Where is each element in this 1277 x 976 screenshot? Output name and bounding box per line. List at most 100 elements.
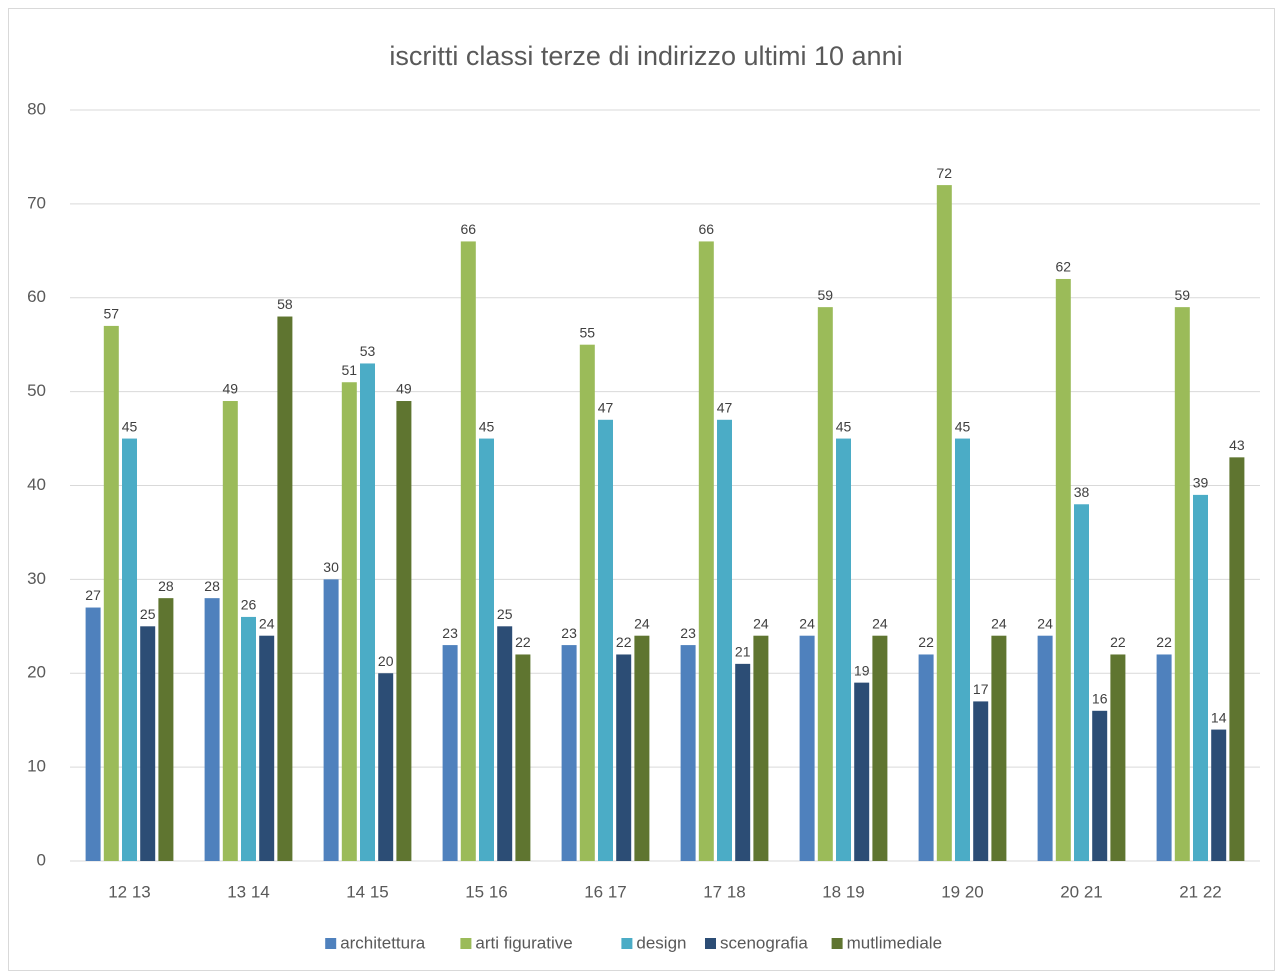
y-tick-label: 30 [27,569,46,588]
bar [442,645,458,861]
bar [634,635,650,861]
data-label: 38 [1074,484,1090,500]
data-label: 45 [955,418,971,434]
data-label: 45 [836,418,852,434]
data-label: 28 [158,578,174,594]
bar [1092,710,1108,861]
legend-label: design [636,933,686,952]
bar [1229,457,1245,861]
data-label: 26 [241,597,257,613]
data-label: 22 [515,634,531,650]
data-label: 39 [1193,475,1209,491]
data-label: 21 [735,644,751,660]
bar [579,344,595,861]
legend-swatch [705,938,716,949]
data-label: 57 [104,306,120,322]
bar [955,438,970,861]
data-label: 24 [872,615,888,631]
x-tick-label: 21 22 [1179,882,1222,901]
bar [515,654,531,861]
bar [222,401,238,861]
data-label: 72 [937,165,953,181]
bar [103,325,119,862]
bar [698,241,714,862]
y-tick-label: 20 [27,663,46,682]
bar [360,363,375,861]
data-label: 19 [854,662,870,678]
bar [1174,307,1190,861]
bar [204,598,220,861]
bar [460,241,476,862]
bar [122,438,137,861]
data-label: 62 [1056,259,1072,275]
bar [479,438,494,861]
bar [991,635,1007,861]
data-label: 55 [580,324,596,340]
x-tick-label: 16 17 [584,882,627,901]
data-label: 45 [479,418,495,434]
bar [241,616,256,861]
data-label: 25 [140,606,156,622]
data-label: 59 [818,287,834,303]
x-tick-label: 13 14 [227,882,270,901]
data-label: 49 [223,381,239,397]
data-label: 24 [1037,615,1053,631]
bar [1055,278,1071,862]
bar [140,626,156,861]
bar [497,626,513,861]
data-label: 23 [442,625,458,641]
bar [936,185,952,862]
bar [378,673,394,861]
bar [561,645,577,861]
bar [836,438,851,861]
y-tick-label: 40 [27,475,46,494]
data-label: 23 [680,625,696,641]
data-label: 49 [396,381,412,397]
bar [598,419,613,861]
data-label: 25 [497,606,513,622]
data-label: 16 [1092,691,1108,707]
bar [396,401,412,861]
data-label: 47 [717,399,733,415]
x-tick-label: 15 16 [465,882,508,901]
data-label: 28 [204,578,220,594]
y-tick-label: 70 [27,193,46,212]
bar [817,307,833,861]
data-label: 24 [259,615,275,631]
legend-swatch [831,938,843,949]
data-label: 24 [991,615,1007,631]
bar [854,682,870,861]
data-label: 24 [634,615,650,631]
data-label: 51 [342,362,358,378]
data-label: 20 [378,653,394,669]
data-label: 58 [277,296,293,312]
legend-label: architettura [340,933,426,952]
bar [1211,729,1227,861]
data-label: 22 [1156,634,1172,650]
data-label: 30 [323,559,339,575]
data-label: 23 [561,625,577,641]
x-tick-label: 14 15 [346,882,389,901]
bar [799,635,815,861]
data-label: 47 [598,399,614,415]
data-label: 59 [1175,287,1191,303]
data-label: 22 [616,634,632,650]
bar [717,419,732,861]
legend-label: mutlimediale [847,933,942,952]
data-label: 24 [753,615,769,631]
data-label: 22 [1110,634,1126,650]
legend-label: arti figurative [475,933,572,952]
x-tick-label: 17 18 [703,882,746,901]
data-label: 53 [360,343,376,359]
data-label: 14 [1211,709,1227,725]
data-label: 27 [85,587,101,603]
y-tick-label: 80 [27,99,46,118]
data-label: 17 [973,681,989,697]
bar [1193,494,1208,861]
y-tick-label: 0 [37,850,46,869]
x-tick-label: 19 20 [941,882,984,901]
data-label: 66 [461,221,477,237]
x-tick-label: 12 13 [108,882,151,901]
